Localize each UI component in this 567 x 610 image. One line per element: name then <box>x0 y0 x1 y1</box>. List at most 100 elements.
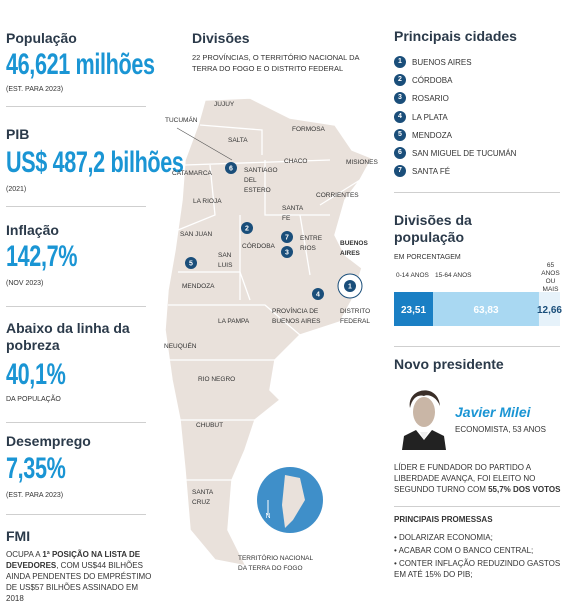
label-line: RIO NEGRO <box>198 376 235 383</box>
president-title: Novo presidente <box>394 356 504 372</box>
map-subtitle: 22 PROVÍNCIAS, O TERRITÓRIO NACIONAL DA … <box>192 53 360 73</box>
indicator-value: 46,621 milhões <box>6 48 155 81</box>
indicator-value: 7,35% <box>6 452 66 485</box>
city-name: BUENOS AIRES <box>412 58 472 67</box>
label-line: FE <box>282 215 291 222</box>
city-marker <box>281 231 293 243</box>
divider <box>6 422 146 423</box>
city-marker-number: 1 <box>348 284 352 291</box>
promises: • DOLARIZAR ECONOMIA; • ACABAR COM O BANC… <box>394 532 562 582</box>
province-label: LA RIOJA <box>193 198 222 205</box>
label-line: SAN <box>218 252 232 259</box>
population-value: 63,83 <box>473 305 498 316</box>
city-number: 7 <box>394 165 406 178</box>
label-line: BUENOS <box>340 240 368 247</box>
label-line: CÓRDOBA <box>242 241 276 250</box>
indicator-note: DA POPULAÇÃO <box>6 396 61 403</box>
province-label: RIO NEGRO <box>198 376 235 383</box>
divider <box>6 106 146 107</box>
population-group-name: 0-14 ANOS <box>396 272 429 279</box>
label-line: CRUZ <box>192 499 210 506</box>
label-line: MISIONES <box>346 159 378 166</box>
globe-land <box>282 475 305 528</box>
label-line: LA PAMPA <box>218 318 250 325</box>
population-title: Divisões da população <box>394 212 472 245</box>
province-label: ENTRE RIOS <box>300 235 323 252</box>
portrait-face <box>413 397 435 427</box>
portrait <box>398 380 450 450</box>
map: JUJUY TUCUMÁN SALTA FORMOSA CHACO MISIONES CAT… <box>164 97 378 572</box>
indicator-label: PIB <box>6 126 30 142</box>
map-labels: JUJUY TUCUMÁN SALTA FORMOSA CHACO MISIONES CAT… <box>164 101 378 572</box>
compass: N <box>265 513 270 520</box>
city-number: 2 <box>394 74 406 87</box>
province-label: PROVÍNCIA DE BUENOS AIRES <box>272 306 321 325</box>
label-line: TERRITÓRIO NACIONAL <box>238 553 314 562</box>
label-line: ESTERO <box>244 187 271 194</box>
population-value: 12,66 <box>537 305 562 316</box>
province-label: CHUBUT <box>196 422 223 429</box>
city-marker <box>225 162 237 174</box>
city-number: 6 <box>394 147 406 159</box>
portrait-shirt <box>420 432 428 440</box>
label-line: SANTA <box>192 489 214 496</box>
label-line: BUENOS AIRES <box>272 318 321 325</box>
indicator-note: (NOV 2023) <box>6 280 44 287</box>
city-markers: 1 2 3 4 5 6 7 <box>185 162 356 300</box>
population-bar: 23,51 63,83 12,66 <box>394 292 562 326</box>
fmi-text-b: 1ª POSIÇÃO NA LISTA DE DEVEDORES <box>6 550 141 570</box>
province-label: CÓRDOBA <box>242 241 276 250</box>
province-label: MENDOZA <box>182 283 215 290</box>
province-label: JUJUY <box>214 101 235 108</box>
bio-a: LÍDER E FUNDADOR DO PARTIDO A LIBERDADE … <box>394 463 536 494</box>
label-line: NEUQUÉN <box>164 341 197 350</box>
bio-b: 55,7% DOS VOTOS <box>488 485 561 494</box>
province-label: TUCUMÁN <box>165 115 198 124</box>
indicator-value: US$ 487,2 bilhões <box>6 146 184 179</box>
indicator-label: Abaixo da linha da pobreza <box>6 320 130 353</box>
city-marker-number: 2 <box>245 226 249 233</box>
label-line: CHUBUT <box>196 422 223 429</box>
promise: • ACABAR COM O BANCO CENTRAL; <box>394 546 534 555</box>
indicator-value: 40,1% <box>6 358 66 391</box>
province-label: SALTA <box>228 137 248 144</box>
label-line: SANTA <box>282 205 304 212</box>
population-segment <box>394 292 434 326</box>
label-line: DA TERRA DO FOGO <box>238 565 303 572</box>
fmi-text: OCUPA A 1ª POSIÇÃO NA LISTA DE DEVEDORES… <box>6 549 156 604</box>
city-marker-number: 6 <box>229 166 233 173</box>
city-name: LA PLATA <box>412 112 448 122</box>
province-label: SANTA FE <box>282 205 304 222</box>
label-line: LA RIOJA <box>193 198 222 205</box>
divider <box>394 346 560 347</box>
label-line: SANTIAGO <box>244 167 278 174</box>
label-line: SAN JUAN <box>180 231 212 238</box>
label-line: CHACO <box>284 158 307 165</box>
province-label: SANTIAGO DEL ESTERO <box>244 167 278 194</box>
label-line: LUIS <box>218 262 233 269</box>
indicator-note: (EST. PARA 2023) <box>6 86 64 93</box>
province-label: SAN LUIS <box>218 252 233 269</box>
city-name: MENDOZA <box>412 130 452 140</box>
city-number: 1 <box>394 56 406 68</box>
province-label: CORRIENTES <box>316 192 359 199</box>
label-line: SALTA <box>228 137 248 144</box>
province-label: NEUQUÉN <box>164 341 197 350</box>
map-title: Divisões <box>192 30 250 46</box>
fmi-title: FMI <box>6 528 31 544</box>
label-line: ENTRE <box>300 235 323 242</box>
portrait-hair <box>409 390 440 408</box>
label-line: FORMOSA <box>292 126 326 133</box>
indicator-note: (EST. PARA 2023) <box>6 492 64 499</box>
label-line: RIOS <box>300 245 317 252</box>
indicator-label: Inflação <box>6 222 59 238</box>
president-role: ECONOMISTA, 53 ANOS <box>455 425 546 434</box>
city-number: 5 <box>394 128 406 141</box>
president-name: Javier Milei <box>455 404 531 420</box>
city-marker-number: 7 <box>285 235 289 242</box>
promise: • CONTER INFLAÇÃO REDUZINDO GASTOS EM AT… <box>394 559 561 579</box>
city-number: 3 <box>394 92 406 105</box>
population-group-name: 65 ANOS OU MAIS <box>541 262 560 293</box>
label-line: AIRES <box>340 250 361 257</box>
population-segment <box>538 292 560 326</box>
